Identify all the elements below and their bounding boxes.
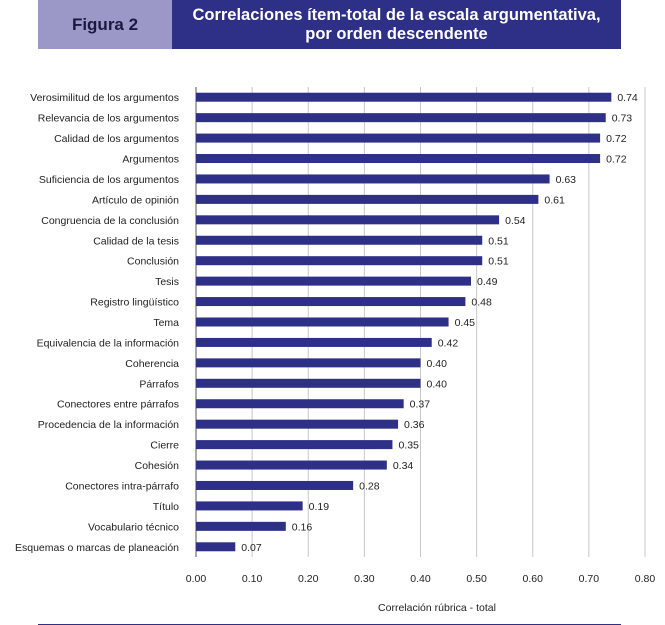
category-label: Coherencia xyxy=(125,358,179,370)
bar xyxy=(196,133,601,143)
data-label: 0.73 xyxy=(612,113,633,125)
x-tick-label: 0.80 xyxy=(635,573,656,585)
data-label: 0.40 xyxy=(427,358,448,370)
data-label: 0.74 xyxy=(617,92,638,104)
category-label: Conclusión xyxy=(127,256,179,268)
category-label: Tesis xyxy=(155,276,179,288)
x-tick-label: 0.70 xyxy=(579,573,600,585)
bar xyxy=(196,256,483,266)
bar xyxy=(196,440,393,450)
data-label: 0.16 xyxy=(292,521,313,533)
data-label: 0.34 xyxy=(393,460,414,472)
category-label: Artículo de opinión xyxy=(92,194,179,206)
bar xyxy=(196,542,236,552)
bar xyxy=(196,460,387,470)
chart-title-line-1: Correlaciones ítem-total de la escala ar… xyxy=(192,5,601,24)
bar xyxy=(196,174,550,184)
category-label: Calidad de los argumentos xyxy=(54,133,179,145)
category-label: Cohesión xyxy=(135,460,180,472)
x-tick-label: 0.00 xyxy=(186,573,207,585)
category-label: Cierre xyxy=(150,440,179,452)
category-label: Congruencia de la conclusión xyxy=(41,215,179,227)
data-label: 0.72 xyxy=(606,154,627,166)
data-label: 0.36 xyxy=(404,419,425,431)
data-label: 0.54 xyxy=(505,215,526,227)
data-label: 0.72 xyxy=(606,133,627,145)
category-label: Registro lingüístico xyxy=(90,297,179,309)
data-label: 0.19 xyxy=(309,501,330,513)
category-label: Vocabulario técnico xyxy=(88,521,179,533)
bar xyxy=(196,113,606,123)
chart-title-line-2: por orden descendente xyxy=(305,24,488,43)
bar xyxy=(196,337,432,347)
category-label: Verosimilitud de los argumentos xyxy=(30,92,179,104)
bar xyxy=(196,419,399,429)
chart-title: Correlaciones ítem-total de la escala ar… xyxy=(172,0,621,49)
data-label: 0.51 xyxy=(488,235,509,247)
category-label: Conectores entre párrafos xyxy=(57,399,179,411)
bar xyxy=(196,92,612,102)
bar xyxy=(196,317,449,327)
data-label: 0.61 xyxy=(544,194,565,206)
category-label: Párrafos xyxy=(139,378,179,390)
category-label: Tema xyxy=(153,317,179,329)
data-label: 0.49 xyxy=(477,276,498,288)
data-label: 0.42 xyxy=(438,337,459,349)
category-label: Procedencia de la información xyxy=(38,419,179,431)
data-label: 0.28 xyxy=(359,480,380,492)
category-label: Suficiencia de los argumentos xyxy=(39,174,179,186)
data-label: 0.40 xyxy=(427,378,448,390)
category-label: Título xyxy=(153,501,179,513)
x-axis-title: Correlación rúbrica - total xyxy=(378,602,496,614)
category-label: Equivalencia de la información xyxy=(37,337,180,349)
bar xyxy=(196,358,421,368)
bar xyxy=(196,154,601,164)
x-tick-label: 0.20 xyxy=(298,573,319,585)
data-label: 0.45 xyxy=(455,317,476,329)
bar xyxy=(196,297,466,307)
category-label: Calidad de la tesis xyxy=(93,235,179,247)
bar xyxy=(196,276,472,286)
category-label: Relevancia de los argumentos xyxy=(38,113,179,125)
bar xyxy=(196,215,500,225)
bar xyxy=(196,378,421,388)
category-label: Argumentos xyxy=(122,154,179,166)
data-label: 0.35 xyxy=(398,440,419,452)
bar xyxy=(196,399,404,409)
category-label: Conectores intra-párrafo xyxy=(65,480,179,492)
data-label: 0.51 xyxy=(488,256,509,268)
data-label: 0.63 xyxy=(556,174,577,186)
data-label: 0.48 xyxy=(471,297,492,309)
category-label: Esquemas o marcas de planeación xyxy=(15,542,179,554)
figure-label: Figura 2 xyxy=(38,0,172,49)
x-tick-label: 0.50 xyxy=(466,573,487,585)
bar xyxy=(196,501,303,511)
bar xyxy=(196,194,539,204)
data-label: 0.07 xyxy=(241,542,262,554)
data-label: 0.37 xyxy=(410,399,431,411)
x-tick-label: 0.10 xyxy=(242,573,263,585)
x-tick-label: 0.60 xyxy=(523,573,544,585)
bar xyxy=(196,480,354,490)
x-tick-label: 0.40 xyxy=(410,573,431,585)
bar xyxy=(196,521,286,531)
bar xyxy=(196,235,483,245)
x-tick-label: 0.30 xyxy=(354,573,375,585)
